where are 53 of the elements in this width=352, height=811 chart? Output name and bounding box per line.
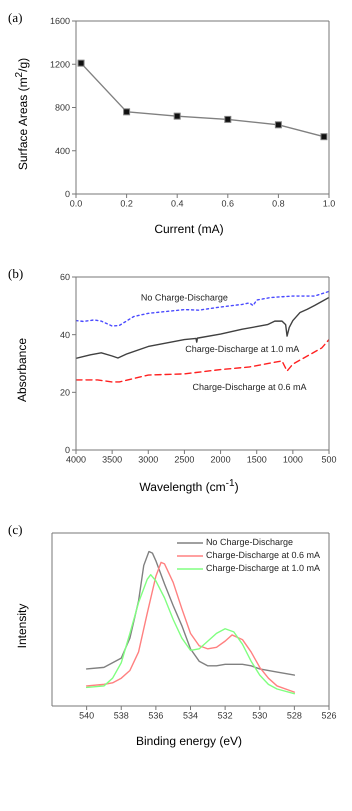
x-tick-label: 1000	[282, 454, 303, 464]
x-tick-label: 4000	[66, 454, 86, 464]
y-tick-label: 400	[54, 146, 70, 156]
y-tick-label: 40	[60, 330, 70, 340]
x-tick-label: 534	[182, 710, 198, 720]
series-label: No Charge-Discharge	[140, 292, 228, 303]
y-tick-label: 800	[54, 102, 70, 113]
line-series	[76, 290, 329, 327]
y-axis-title: Absorbance	[15, 338, 29, 402]
chart-title: (a)	[8, 10, 22, 26]
series-label: Charge-Discharge at 0.6 mA	[192, 382, 307, 392]
x-tick-label: 0.6	[222, 198, 234, 208]
point	[78, 60, 85, 67]
point	[224, 116, 232, 123]
point	[320, 133, 328, 140]
y-tick-label: 20	[60, 388, 70, 398]
chart-title: (b)	[8, 266, 24, 282]
x-tick-label: 3500	[102, 454, 122, 464]
x-tick-label: 0.4	[170, 198, 184, 208]
chart-title: (c)	[8, 522, 22, 538]
x-tick-label: 0.8	[272, 198, 285, 208]
x-axis-title: Binding energy (eV)	[134, 734, 244, 748]
x-tick-label: 500	[321, 454, 337, 464]
x-tick-label: 1500	[246, 454, 267, 464]
x-axis-title: Current (mA)	[153, 222, 225, 236]
legend-label: No Charge-Discharge	[206, 536, 293, 549]
x-tick-label: 3000	[138, 454, 158, 464]
x-tick-label: 528	[286, 710, 302, 720]
x-tick-label: 0.0	[70, 198, 82, 208]
x-tick-label: 526	[321, 710, 337, 720]
legend-label: Charge-Discharge at 0.6 mA	[206, 549, 320, 562]
y-tick-label: 0	[64, 189, 70, 200]
y-tick-label: 1600	[50, 16, 70, 26]
x-tick-label: 532	[218, 710, 233, 720]
point	[274, 121, 282, 128]
line-series	[76, 338, 329, 383]
legend-label: Charge-Discharge at 1.0 mA	[206, 562, 320, 575]
x-tick-label: 530	[252, 710, 268, 720]
point	[174, 112, 181, 120]
x-tick-label: 536	[148, 710, 164, 720]
x-tick-label: 538	[114, 710, 129, 720]
y-tick-label: 1200	[50, 59, 70, 70]
x-tick-label: 0.2	[120, 198, 133, 208]
x-tick-label: 2500	[174, 454, 194, 464]
x-tick-label: 1.0	[322, 198, 336, 208]
x-tick-label: 2000	[210, 454, 231, 464]
y-tick-label: 60	[60, 272, 70, 282]
x-tick-label: 540	[79, 710, 94, 720]
point	[123, 108, 130, 116]
y-tick-label: 0	[64, 445, 70, 456]
y-axis-title: Intensity	[15, 604, 29, 648]
x-axis-title: Wavelength (cm$^{-1}$)	[138, 478, 240, 494]
series-label: Charge-Discharge at 1.0 mA	[185, 344, 300, 354]
